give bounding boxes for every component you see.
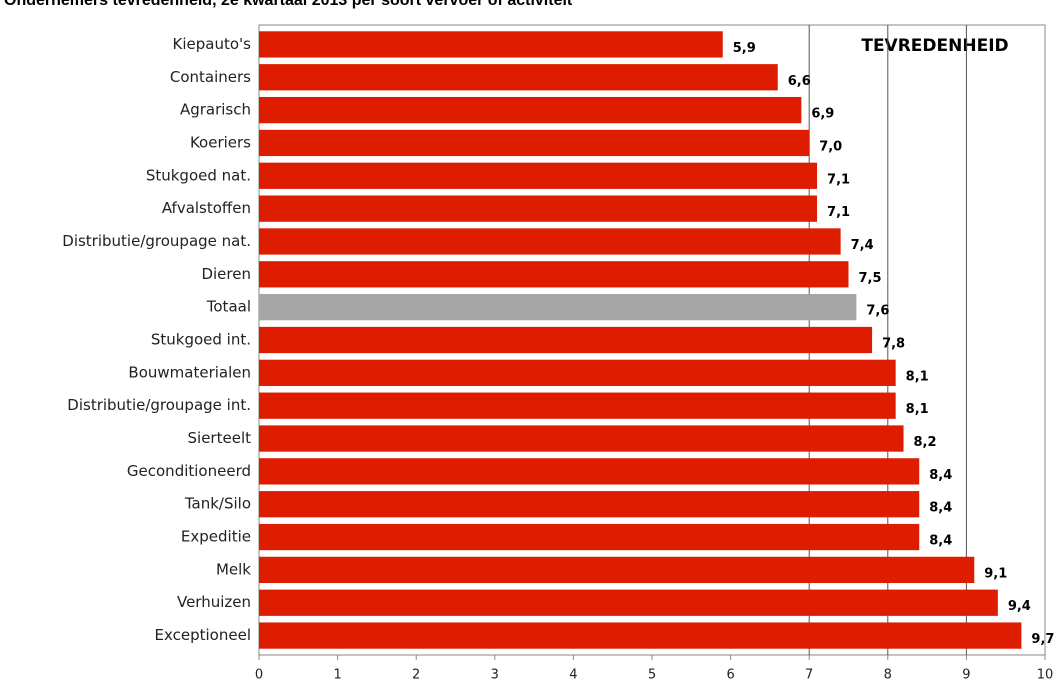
value-label: 8,1 [906,402,929,417]
value-label: 7,8 [882,337,905,352]
bar [259,294,857,321]
annotation: TEVREDENHEID [861,36,1008,56]
value-label: 8,1 [906,369,929,384]
bar [259,425,904,452]
x-tick-label: 7 [805,668,813,683]
y-tick-label: Expeditie [181,528,251,546]
x-tick-label: 3 [491,668,499,683]
value-label: 7,5 [859,271,882,286]
x-tick-label: 1 [333,668,341,683]
value-label: 9,1 [984,566,1007,581]
x-tick-label: 2 [412,668,420,683]
value-label: 8,4 [929,501,952,516]
x-tick-label: 0 [255,668,263,683]
bar [259,491,920,518]
y-tick-label: Afvalstoffen [162,199,251,217]
bar [259,31,723,58]
value-label: 7,0 [819,139,842,154]
y-tick-label: Sierteelt [188,429,252,447]
value-label: 7,1 [827,205,850,220]
bar [259,261,849,288]
value-label: 9,7 [1031,632,1054,647]
value-label: 6,6 [788,74,811,89]
value-label: 9,4 [1008,599,1031,614]
y-tick-label: Kiepauto's [173,35,252,53]
value-label: 5,9 [733,41,756,56]
y-tick-label: Dieren [201,265,251,283]
bar [259,228,841,255]
y-tick-label: Containers [170,68,251,86]
y-tick-label: Koeriers [190,133,251,151]
bar [259,458,920,485]
bar [259,556,975,584]
value-label: 8,2 [914,435,937,450]
y-tick-label: Distributie/groupage nat. [62,232,251,250]
value-label: 8,4 [929,468,952,483]
y-tick-label: Verhuizen [177,593,251,611]
bar [259,326,873,354]
x-tick-label: 6 [726,668,734,683]
bar [259,523,920,551]
bar [259,64,778,91]
y-tick-label: Tank/Silo [184,495,251,513]
bar [259,392,896,419]
y-tick-label: Geconditioneerd [127,462,251,480]
x-tick-label: 9 [962,668,970,683]
y-tick-label: Totaal [206,298,251,316]
y-tick-label: Stukgoed int. [151,331,251,349]
x-tick-label: 5 [648,668,656,683]
bar [259,96,802,124]
bar [259,589,998,616]
y-tick-label: Exceptioneel [155,626,251,644]
y-tick-label: Distributie/groupage int. [67,396,251,414]
bar [259,195,818,222]
chart-title: Ondernemers tevredenheid, 2e kwartaal 20… [4,0,573,9]
y-tick-label: Melk [216,560,251,578]
y-tick-label: Stukgoed nat. [146,166,251,184]
y-tick-label: Agrarisch [180,101,251,119]
x-tick-label: 10 [1037,668,1054,683]
value-label: 8,4 [929,534,952,549]
value-label: 7,4 [851,238,874,253]
bar [259,129,810,157]
value-label: 7,6 [866,304,889,319]
y-tick-label: Bouwmaterialen [128,363,251,381]
x-tick-label: 4 [569,668,577,683]
bar [259,622,1022,649]
bar [259,162,818,189]
bar [259,359,896,386]
value-label: 7,1 [827,172,850,187]
x-tick-label: 8 [884,668,892,683]
value-label: 6,9 [811,107,834,122]
